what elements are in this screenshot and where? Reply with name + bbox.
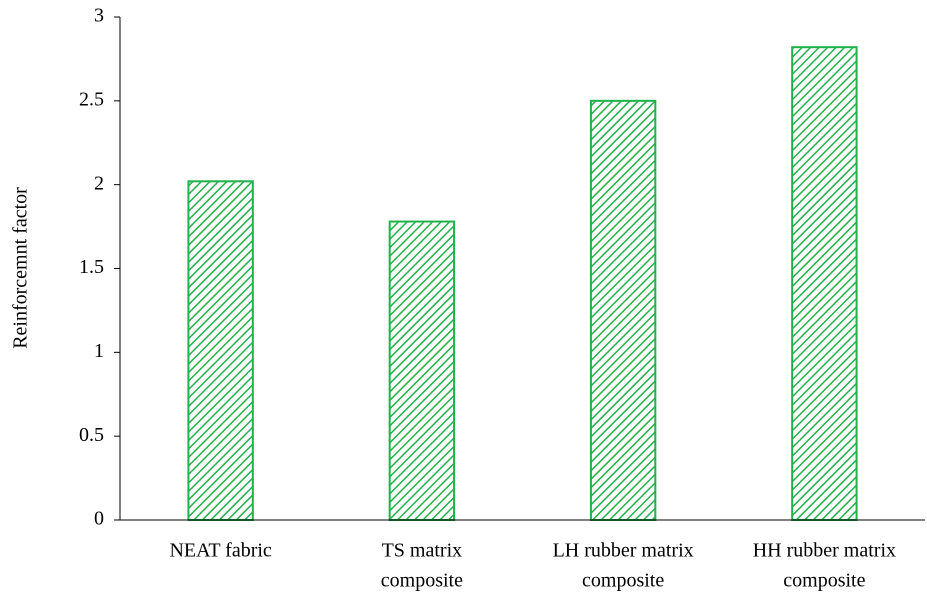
x-tick-label: composite xyxy=(783,570,865,592)
x-tick-label: composite xyxy=(582,570,664,592)
x-tick-label: HH rubber matrix xyxy=(753,540,896,562)
x-tick-label: composite xyxy=(381,570,463,592)
x-tick-label: TS matrix xyxy=(382,540,463,562)
bar xyxy=(791,46,858,522)
y-tick-label: 2 xyxy=(94,172,104,194)
y-tick-label: 0 xyxy=(94,508,104,530)
bar xyxy=(589,99,657,521)
y-tick-label: 2.5 xyxy=(79,88,104,110)
y-tick-label: 3 xyxy=(94,5,104,27)
y-tick-label: 0.5 xyxy=(79,424,104,446)
x-tick-label: NEAT fabric xyxy=(169,540,271,562)
x-tick-label: LH rubber matrix xyxy=(553,540,694,562)
bar xyxy=(187,180,254,522)
bar xyxy=(388,220,456,521)
y-axis-label: Reinforcemnt factor xyxy=(10,187,32,349)
y-tick-label: 1.5 xyxy=(79,256,104,278)
y-tick-label: 1 xyxy=(94,340,104,362)
